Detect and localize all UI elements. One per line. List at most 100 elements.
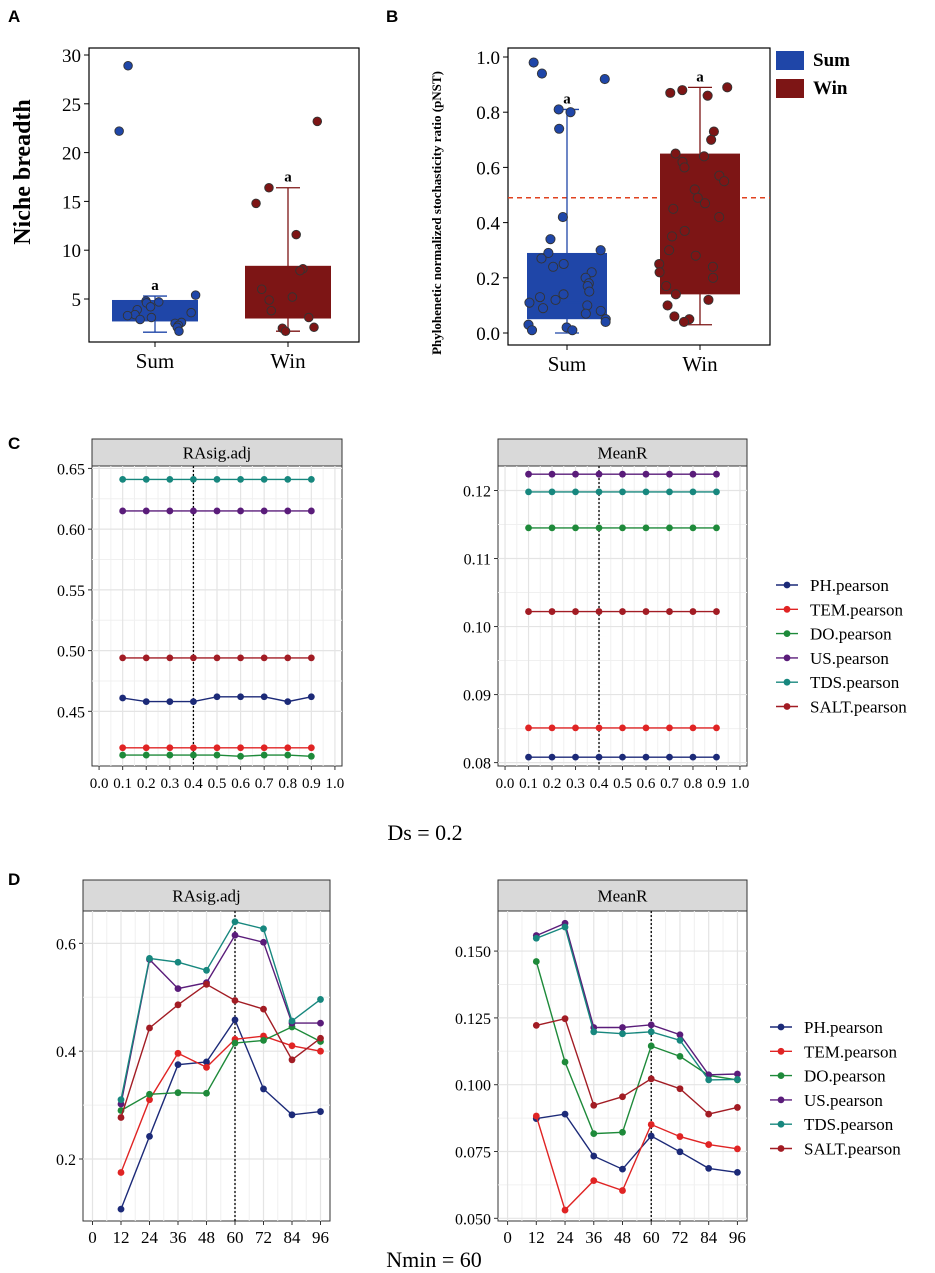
series-point-tem <box>260 744 268 752</box>
series-point-salt <box>705 1110 713 1118</box>
x-tick-label: 0.8 <box>684 776 703 792</box>
y-tick-label: 0.55 <box>57 583 85 600</box>
series-point-ph <box>676 1148 684 1156</box>
panel-c-meanr-chart: MeanR 0.0 0.1 0.2 0.3 0.4 0.5 0.6 0.7 0.8 0.9 1.0 0.… <box>463 438 749 792</box>
series-line-do <box>120 1026 321 1112</box>
series-point-do <box>146 1090 153 1098</box>
series-point-do <box>548 524 556 532</box>
data-point <box>600 316 611 328</box>
legend-key-point <box>777 1072 785 1079</box>
legend-label: DO.pearson <box>804 1067 886 1086</box>
series-point-tds <box>713 488 720 496</box>
series-point-salt <box>117 1114 125 1121</box>
x-tick-label: 0.7 <box>660 776 679 792</box>
series-point-ph <box>561 1110 569 1118</box>
series-point-tds <box>307 475 315 483</box>
series-line-ph <box>536 1113 738 1174</box>
facet-strip <box>82 879 331 912</box>
x-tick-label: 0.6 <box>637 776 656 792</box>
facet-strip <box>497 438 748 467</box>
legend-label: TDS.pearson <box>810 673 900 692</box>
data-point <box>706 134 717 145</box>
data-point <box>524 297 535 308</box>
series-point-ph <box>307 693 315 701</box>
panel-b-boxplot: Phylohenetic normalized stochasticity ra… <box>429 47 850 376</box>
data-point <box>667 231 678 242</box>
series-point-tds <box>619 488 626 496</box>
series-point-us <box>619 470 626 478</box>
data-point <box>677 85 688 96</box>
data-point <box>550 294 561 305</box>
data-point <box>266 305 277 316</box>
series-point-tem <box>713 724 720 732</box>
data-point <box>679 162 690 173</box>
panel-label-d: D <box>8 870 20 889</box>
series-point-ph <box>734 1168 741 1176</box>
series-point-us <box>525 470 532 478</box>
series-point-us <box>166 507 174 515</box>
series-point-tem <box>117 1169 125 1176</box>
series-point-salt <box>260 1005 267 1013</box>
panel-c-rasig-chart: RAsig.adj 0.0 0.1 0.2 0.3 0.4 0.5 0.6 0.7 0.8 0.9 1… <box>57 438 344 792</box>
series-point-us <box>647 1021 655 1029</box>
x-tick-label: 0.0 <box>496 776 515 792</box>
series-point-tem <box>619 1187 626 1194</box>
data-point <box>595 305 606 316</box>
series-point-salt <box>288 1056 296 1064</box>
x-tick-label: 12 <box>528 1228 545 1247</box>
series-point-tem <box>284 744 292 752</box>
series-point-ph <box>525 753 532 761</box>
x-tick-label: 24 <box>557 1228 575 1247</box>
data-point <box>526 325 538 336</box>
legend-label: PH.pearson <box>810 576 889 595</box>
data-point <box>135 314 145 325</box>
facet-title: MeanR <box>597 887 648 906</box>
data-point <box>123 60 133 71</box>
series-point-tds <box>642 488 650 496</box>
series-point-tem <box>142 744 150 752</box>
y-tick-label: 0.10 <box>463 620 491 637</box>
x-tick-label: 0.3 <box>566 776 585 792</box>
data-point <box>186 307 196 318</box>
legend-key-point <box>783 654 791 662</box>
series-point-salt <box>532 1021 540 1029</box>
series-point-tem <box>203 1063 210 1071</box>
panel-d-legend: PH.pearson TEM.pearson DO.pearson US.pearso… <box>770 1018 901 1159</box>
series-point-do <box>590 1130 598 1138</box>
x-tick-label: 0.9 <box>302 776 321 792</box>
y-tick-label: 0.08 <box>463 756 491 773</box>
data-point <box>312 116 323 127</box>
series-point-us <box>190 507 197 515</box>
series-point-ph <box>284 698 292 706</box>
legend-key-point <box>777 1120 785 1128</box>
series-point-us <box>284 507 292 515</box>
series-point-ph <box>705 1164 713 1172</box>
series-point-salt <box>307 654 315 662</box>
series-point-us <box>142 507 150 515</box>
series-point-do <box>713 524 720 532</box>
series-point-tem <box>705 1141 713 1148</box>
series-point-salt <box>237 654 244 662</box>
series-point-do <box>619 1128 626 1136</box>
series-point-us <box>213 507 221 515</box>
series-point-tem <box>317 1047 324 1055</box>
x-tick-label: 36 <box>585 1228 602 1247</box>
data-point <box>690 250 701 261</box>
series-point-tem <box>572 724 579 732</box>
panel-b-ylabel: Phylohenetic normalized stochasticity ra… <box>429 71 444 355</box>
data-point <box>536 253 547 264</box>
series-point-salt <box>642 608 650 615</box>
x-tick-label: 0.8 <box>278 776 297 792</box>
series-point-tds <box>619 1030 626 1038</box>
series-point-do <box>561 1058 569 1066</box>
series-point-salt <box>284 654 292 662</box>
legend-label-sum: Sum <box>813 50 850 71</box>
box-win <box>660 153 740 295</box>
series-point-salt <box>231 997 239 1004</box>
series-point-ph <box>174 1061 182 1069</box>
series-point-do <box>260 751 268 759</box>
data-point <box>565 107 576 118</box>
y-tick-label: 0.125 <box>455 1011 491 1028</box>
series-point-tds <box>572 488 579 496</box>
series-point-salt <box>572 608 579 615</box>
